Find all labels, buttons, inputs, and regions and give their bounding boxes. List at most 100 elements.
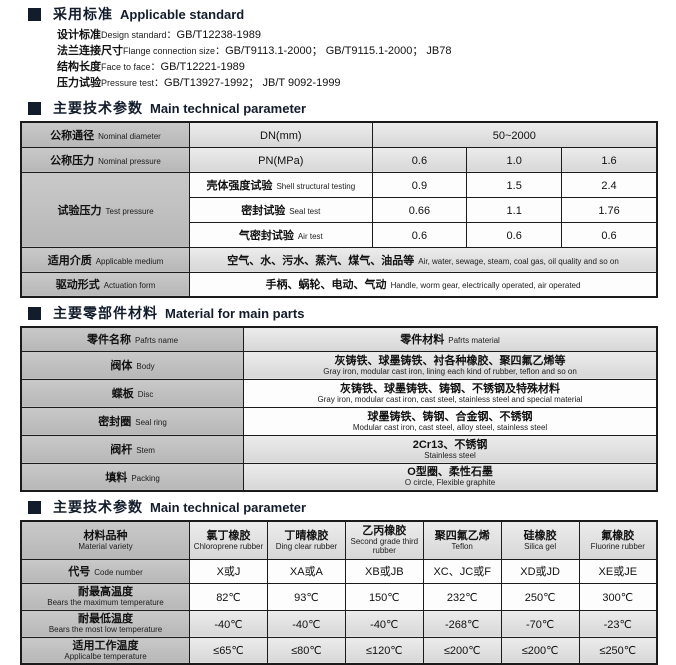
cell-value: 0.6 — [411, 229, 428, 242]
label-en: Nominal diameter — [98, 131, 161, 141]
standard-separator: ： — [150, 62, 161, 73]
material-en: O circle, Flexible graphite — [404, 478, 496, 488]
label-en: Code number — [94, 568, 143, 577]
cell-value: 1.76 — [598, 204, 620, 217]
value-cell: XD或JD — [500, 558, 580, 584]
cell-value: XE或JE — [598, 566, 638, 578]
header-zh: 聚四氟乙烯 — [434, 529, 490, 542]
value-cell: 1.5 — [466, 171, 563, 198]
header-en: Teflon — [451, 541, 473, 551]
section-heading-rubber-parameters: 主要技术参数 Main technical parameter — [28, 498, 658, 516]
value-cell: 0.9 — [371, 171, 468, 198]
value-cell: 0.6 — [371, 146, 468, 173]
value-cell: 1.1 — [466, 196, 563, 223]
cell-value: 232℃ — [446, 591, 478, 604]
label-en: Packing — [131, 473, 160, 483]
label-zh: 密封试验 — [241, 204, 286, 217]
row-label-nominal-pressure: 公称压力 Nominal pressure — [20, 146, 191, 173]
table-row: 适用工作温度 Applicalbe temperature ≤65℃ ≤80℃ ≤… — [20, 636, 658, 665]
row-label-packing: 填料 Packing — [20, 462, 245, 492]
value-cell: 0.66 — [371, 196, 468, 223]
table-row: 密封试验 Seal test 0.66 1.1 1.76 — [21, 196, 658, 223]
header-zh: 乙丙橡胶 — [362, 525, 407, 538]
label-en: Applicalbe temperature — [64, 651, 147, 661]
label-en: Body — [136, 362, 155, 371]
cell-value: 0.9 — [411, 179, 428, 192]
value-cell: 250℃ — [500, 582, 580, 611]
section-title-zh: 采用标准 — [53, 6, 113, 22]
cell-value: 1.6 — [601, 154, 617, 167]
standard-label-en: Flange connection size — [123, 46, 216, 56]
standard-label-en: Face to face — [101, 62, 151, 72]
cell-value: 150℃ — [368, 591, 400, 604]
medium-cell: 空气、水、污水、蒸汽、煤气、油品等 Air, water, sewage, ste… — [189, 246, 658, 273]
value-cell: 1.6 — [561, 146, 658, 173]
table-row: 驱动形式 Actuation form 手柄、蜗轮、电动、气动 Handle, wo… — [20, 271, 658, 298]
material-zh: O型圈、柔性石墨 — [407, 466, 493, 479]
section-title-en: Applicable standard — [120, 6, 245, 22]
value-cell: 150℃ — [344, 582, 424, 611]
param-cell: PN(MPa) — [189, 146, 373, 173]
row-label-code-number: 代号 Code number — [20, 558, 191, 584]
cell-value: 0.6 — [601, 229, 617, 242]
cell-value: -40℃ — [214, 618, 243, 631]
cell-value: 0.6 — [411, 154, 428, 167]
section-heading-material-for-main-parts: 主要零部件材料 Material for main parts — [28, 304, 658, 322]
param-value: PN(MPa) — [258, 154, 304, 167]
label-zh: 阀体 — [110, 360, 133, 372]
header-material-variety: 材料品种 Material variety — [20, 520, 191, 560]
row-label-body: 阀体 Body — [20, 350, 245, 380]
label-en: Test pressure — [105, 206, 154, 216]
material-zh: 灰铸铁、球墨铸铁、衬各种橡胶、聚四氟乙烯等 — [334, 354, 566, 367]
sub-label-air-test: 气密封试验 Air test — [189, 221, 373, 248]
cell-value: 0.6 — [506, 229, 522, 242]
row-label-max-temperature: 耐最高温度 Bears the maximum temperature — [20, 582, 191, 611]
cell-value: 0.66 — [408, 204, 431, 217]
label-en: Actuation form — [103, 281, 156, 291]
material-cell: 灰铸铁、球墨铸铁、衬各种橡胶、聚四氟乙烯等 Gray iron, modular … — [243, 350, 658, 380]
cell-value: 250℃ — [524, 591, 556, 604]
value-cell: 1.0 — [466, 146, 563, 173]
value-cell: ≤120℃ — [344, 636, 424, 665]
header-zh: 零件名称 — [86, 334, 131, 347]
label-zh: 耐最低温度 — [78, 613, 134, 625]
table-row: 公称压力 Nominal pressure PN(MPa) 0.6 1.0 1.6 — [20, 146, 658, 173]
header-zh: 材料品种 — [83, 529, 128, 542]
header-zh: 丁晴橡胶 — [284, 529, 329, 542]
label-zh: 适用工作温度 — [72, 639, 139, 652]
header-parts-name: 零件名称 Pafrts name — [20, 326, 245, 352]
materials-table: 零件名称 Pafrts name 零件材料 Pafrts material 阀体 Bo… — [20, 326, 658, 492]
table-row: 填料 Packing O型圈、柔性石墨 O circle, Flexible gra… — [20, 462, 658, 492]
header-teflon: 聚四氟乙烯 Teflon — [422, 520, 502, 560]
header-zh: 氟橡胶 — [601, 529, 635, 542]
table-header-row: 零件名称 Pafrts name 零件材料 Pafrts material — [20, 326, 658, 352]
section-title-zh: 主要技术参数 — [53, 100, 143, 116]
row-label-stem: 阀杆 Stem — [20, 434, 245, 464]
param-cell: DN(mm) — [189, 121, 373, 148]
label-zh: 密封圈 — [98, 416, 132, 428]
label-zh: 驱动形式 — [55, 279, 100, 292]
label-zh: 阀杆 — [110, 444, 133, 456]
cell-value: ≤200℃ — [521, 645, 559, 658]
material-cell: 灰铸铁、球墨铸铁、铸钢、不锈钢及特殊材料 Gray iron, modular c… — [243, 378, 658, 408]
value-cell: -40℃ — [266, 609, 346, 638]
table-row: 试验压力 Test pressure 壳体强度试验 Shell structural… — [20, 171, 658, 248]
section-heading-applicable-standard: 采用标准 Applicable standard — [28, 5, 658, 23]
label-zh: 壳体强度试验 — [206, 179, 273, 192]
value-cell: ≤200℃ — [500, 636, 580, 665]
value-cell: X或J — [189, 558, 268, 584]
cell-value: XC、JC或F — [433, 566, 491, 578]
header-epdm: 乙丙橡胶 Second grade third rubber — [344, 520, 424, 560]
standard-separator: ： — [154, 78, 165, 89]
header-parts-material: 零件材料 Pafrts material — [243, 326, 658, 352]
label-en: Stem — [136, 446, 155, 455]
row-label-working-temperature: 适用工作温度 Applicalbe temperature — [20, 636, 191, 665]
cell-value: 1.1 — [506, 204, 522, 217]
header-en: Silica gel — [524, 541, 557, 551]
standard-label-zh: 设计标准 — [57, 29, 101, 41]
material-zh: 球墨铸铁、铸钢、合金钢、不锈钢 — [367, 410, 533, 423]
cell-value: ≤80℃ — [291, 645, 322, 658]
header-en: Fluorine rubber — [590, 541, 645, 551]
cell-value: ≤250℃ — [599, 645, 637, 658]
label-en: Seal test — [289, 206, 321, 216]
